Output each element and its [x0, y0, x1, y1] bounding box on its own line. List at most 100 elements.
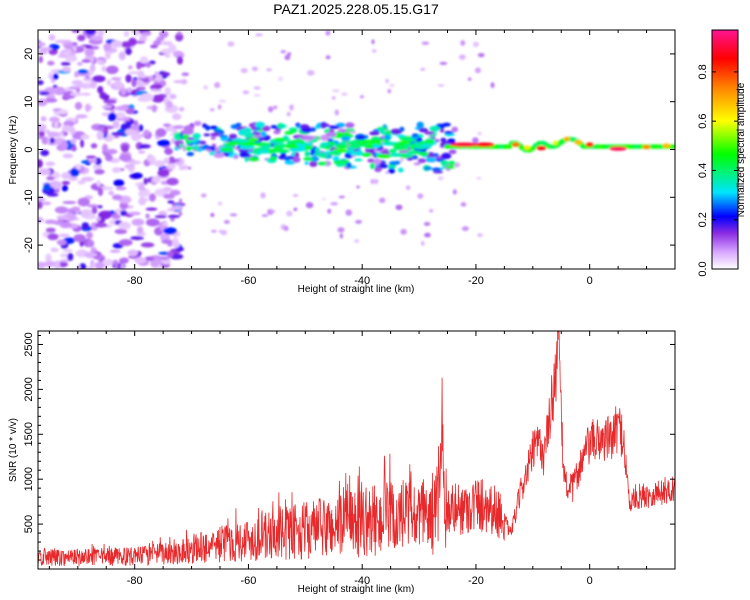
- spectrogram-cell: [67, 208, 75, 214]
- spectrogram-cell: [107, 112, 117, 122]
- snr-ytick-label: 2000: [23, 377, 35, 401]
- spectrogram-cell: [84, 251, 95, 258]
- spectrogram-cell: [77, 179, 86, 185]
- spectrogram-cell: [220, 229, 228, 236]
- spectrogram-cell: [71, 145, 77, 152]
- spectrogram-cell: [49, 137, 55, 144]
- spectrogram-cell: [254, 33, 263, 37]
- spectrogram-cell: [210, 135, 216, 141]
- spectrogram-cell: [235, 122, 242, 127]
- spectrogram-cell: [81, 222, 90, 230]
- spectrogram-cell: [213, 152, 225, 158]
- spectrogram-cell: [227, 41, 235, 47]
- spectrogram-cell: [151, 104, 158, 113]
- spectrogram-cell: [123, 30, 130, 37]
- spectrogram-cell: [474, 142, 495, 147]
- spectrogram-cell: [335, 163, 345, 167]
- spectrogram-cell: [477, 131, 482, 136]
- spectrogram-cell: [261, 214, 269, 217]
- snr-ylabel: SNR (10 * v/v): [8, 418, 19, 482]
- spectrogram-cell: [68, 176, 78, 181]
- spectrogram-cell: [356, 185, 360, 189]
- spectrogram-cell: [280, 50, 287, 54]
- spectrogram-cell: [138, 190, 146, 198]
- spectrogram-cell: [325, 30, 331, 36]
- spectrogram-cell: [73, 234, 86, 243]
- spectrogram-cell: [38, 201, 43, 210]
- spectrogram-cell: [128, 167, 134, 173]
- spectrogram-cell: [437, 176, 444, 181]
- spectrogram-cell: [166, 163, 176, 170]
- spectrogram-cell: [250, 125, 258, 131]
- snr-xtick-label: 0: [587, 575, 593, 587]
- spectrogram-cell: [127, 211, 141, 216]
- spectrogram-cell: [251, 131, 262, 135]
- spectrogram-cell: [138, 74, 148, 79]
- spectrogram-cell: [87, 266, 93, 269]
- spectrogram-cell: [396, 134, 405, 138]
- spectrogram-cell: [293, 207, 298, 212]
- spectrogram-cell: [157, 169, 170, 178]
- spectrogram-cell: [199, 140, 207, 145]
- spectrogram-cell: [242, 127, 252, 133]
- spectrogram-image: [38, 30, 675, 269]
- spectrogram-cell: [150, 88, 163, 93]
- spectrogram-cell: [140, 31, 152, 37]
- spectrogram-ytick-label: 20: [23, 48, 35, 60]
- spectrogram-cell: [370, 178, 375, 185]
- spectrogram-cell: [209, 125, 218, 130]
- spectrogram-cell: [56, 239, 67, 246]
- spectrogram-cell: [144, 256, 155, 262]
- spectrogram-cell: [75, 114, 88, 119]
- spectrogram-cell: [47, 131, 59, 138]
- spectrogram-cell: [416, 121, 424, 129]
- spectrogram-cell: [371, 39, 375, 45]
- spectrogram-cell: [413, 162, 421, 166]
- spectrogram-cell: [218, 100, 227, 103]
- spectrogram-cell: [69, 167, 80, 177]
- spectrogram-cell: [82, 77, 95, 82]
- spectrogram-cell: [82, 92, 91, 96]
- spectrogram-cell: [168, 156, 176, 166]
- spectrogram-cell: [119, 257, 129, 263]
- snr-xtick-label: -40: [354, 575, 370, 587]
- spectrogram-cell: [334, 109, 339, 116]
- spectrogram-cell: [50, 247, 59, 253]
- spectrogram-cell: [110, 77, 122, 81]
- spectrogram-cell: [45, 253, 52, 263]
- colorbar-label: Normalized spectral amplitude: [736, 82, 747, 217]
- spectrogram-cell: [162, 123, 172, 127]
- spectrogram-cell: [53, 86, 66, 96]
- spectrogram-cell: [331, 96, 336, 100]
- spectrogram-cell: [392, 142, 405, 147]
- spectrogram-cell: [112, 120, 120, 129]
- spectrogram-cell: [387, 88, 392, 94]
- spectrogram-cell: [181, 72, 190, 77]
- spectrogram-cell: [505, 144, 513, 149]
- spectrogram-cell: [303, 157, 314, 161]
- spectrogram-cell: [239, 145, 255, 150]
- spectrogram-cell: [200, 193, 207, 198]
- spectrogram-cell: [135, 182, 141, 187]
- spectrogram-cell: [164, 86, 171, 96]
- spectrogram-cell: [379, 128, 385, 134]
- spectrogram-cell: [458, 54, 466, 60]
- spectrogram-cell: [229, 213, 238, 217]
- spectrogram-cell: [57, 109, 69, 115]
- spectrogram-cell: [351, 144, 361, 149]
- spectrogram-cell: [136, 226, 144, 234]
- spectrogram-cell: [248, 156, 260, 162]
- spectrogram-cell: [157, 264, 163, 269]
- snr-xtick-label: -60: [240, 575, 256, 587]
- spectrogram-cell: [90, 35, 104, 41]
- spectrogram-cell: [109, 210, 115, 215]
- spectrogram-cell: [472, 137, 479, 144]
- snr-ytick-label: 2500: [23, 332, 35, 356]
- spectrogram-xlabel: Height of straight line (km): [298, 284, 415, 295]
- spectrogram-cell: [174, 51, 185, 59]
- spectrogram-cell: [88, 159, 97, 163]
- spectrogram-cell: [154, 74, 163, 82]
- spectrogram-cell: [60, 61, 71, 66]
- spectrogram-cell: [179, 198, 183, 204]
- spectrogram-cell: [80, 134, 90, 140]
